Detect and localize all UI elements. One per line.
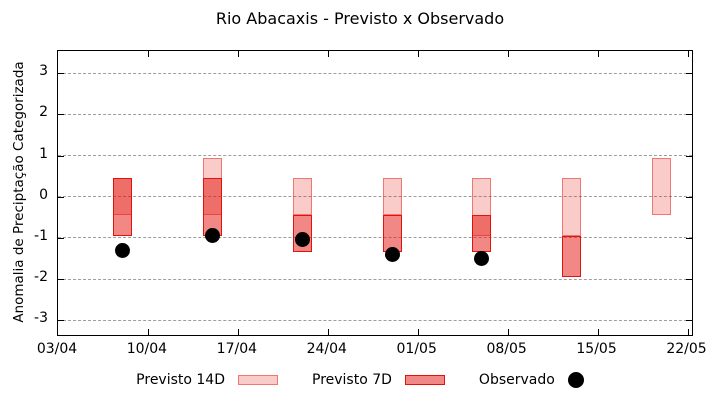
- legend-swatch-previsto-7d: [404, 375, 445, 385]
- y-tick-label: 0: [39, 186, 48, 203]
- x-tick-mark: [687, 51, 689, 57]
- legend-entry-previsto-14d: Previsto 14D: [136, 372, 278, 388]
- x-tick-label: 03/04: [36, 341, 78, 357]
- x-tick-label: 15/05: [576, 341, 617, 357]
- chart-title: Rio Abacaxis - Previsto x Observado: [215, 9, 505, 28]
- grid-line: [58, 237, 692, 239]
- y-tick-mark: [58, 237, 64, 239]
- x-tick-mark: [417, 51, 419, 57]
- x-tick-mark: [687, 329, 689, 335]
- grid-line: [58, 155, 692, 157]
- y-tick-mark: [58, 320, 64, 322]
- range-bar-previsto-14d: [112, 178, 132, 216]
- x-tick-label: 17/04: [216, 341, 258, 357]
- y-tick-mark: [686, 320, 692, 322]
- y-tick-mark: [686, 155, 692, 157]
- y-tick-mark: [686, 196, 692, 198]
- x-tick-mark: [507, 329, 509, 335]
- observado-dot: [474, 250, 490, 266]
- x-tick-label: 24/04: [306, 341, 347, 357]
- y-tick-label: 3: [39, 63, 48, 80]
- legend-label-observado: Observado: [478, 372, 555, 388]
- grid-line: [58, 113, 692, 115]
- x-tick-mark: [327, 329, 329, 335]
- y-tick-mark: [58, 114, 64, 116]
- y-tick-mark: [686, 73, 692, 75]
- legend-label-previsto-7d: Previsto 7D: [312, 372, 392, 388]
- x-tick-mark: [237, 51, 239, 57]
- observado-dot: [294, 232, 310, 248]
- y-tick-mark: [686, 237, 692, 239]
- x-tick-label: 01/05: [396, 341, 437, 357]
- grid-line: [58, 278, 692, 280]
- grid-line: [58, 196, 692, 198]
- legend-label-previsto-14d: Previsto 14D: [136, 372, 225, 388]
- x-tick-mark: [597, 329, 599, 335]
- y-tick-mark: [58, 196, 64, 198]
- observado-dot: [114, 242, 130, 258]
- y-tick-mark: [58, 73, 64, 75]
- range-bar-previsto-14d: [202, 157, 222, 216]
- x-tick-mark: [147, 329, 149, 335]
- y-tick-label: -1: [34, 227, 48, 244]
- grid-line: [58, 319, 692, 321]
- legend-entry-observado: Observado: [479, 372, 584, 388]
- range-bar-previsto-7d: [112, 178, 132, 236]
- range-bar-previsto-14d: [472, 178, 492, 236]
- x-tick-mark: [237, 329, 239, 335]
- y-tick-label: 2: [39, 104, 48, 121]
- y-tick-mark: [686, 279, 692, 281]
- range-bar-previsto-14d: [652, 157, 672, 216]
- y-tick-mark: [686, 114, 692, 116]
- y-tick-label: -3: [34, 310, 48, 327]
- y-tick-mark: [58, 155, 64, 157]
- x-tick-label: 08/05: [486, 341, 527, 357]
- range-bar-previsto-14d: [562, 178, 582, 236]
- y-tick-label: -2: [34, 269, 48, 286]
- legend-entry-previsto-7d: Previsto 7D: [312, 372, 445, 388]
- range-bar-previsto-14d: [382, 178, 402, 216]
- observado-dot: [384, 246, 400, 262]
- x-tick-label: 22/05: [666, 341, 707, 357]
- legend: Previsto 14D Previsto 7D Observado: [0, 372, 720, 388]
- x-tick-mark: [417, 329, 419, 335]
- range-bar-previsto-14d: [292, 178, 312, 216]
- x-tick-mark: [147, 51, 149, 57]
- legend-swatch-previsto-14d: [238, 375, 278, 385]
- range-bar-previsto-7d: [562, 235, 582, 277]
- legend-swatch-observado-dot: [567, 372, 584, 388]
- x-tick-label: 10/04: [126, 341, 168, 357]
- x-tick-mark: [327, 51, 329, 57]
- observado-dot: [204, 228, 220, 244]
- grid-line: [58, 72, 692, 74]
- plot-area: [57, 50, 693, 336]
- y-tick-label: 1: [39, 145, 48, 162]
- x-tick-mark: [597, 51, 599, 57]
- y-tick-mark: [58, 279, 64, 281]
- x-tick-mark: [507, 51, 509, 57]
